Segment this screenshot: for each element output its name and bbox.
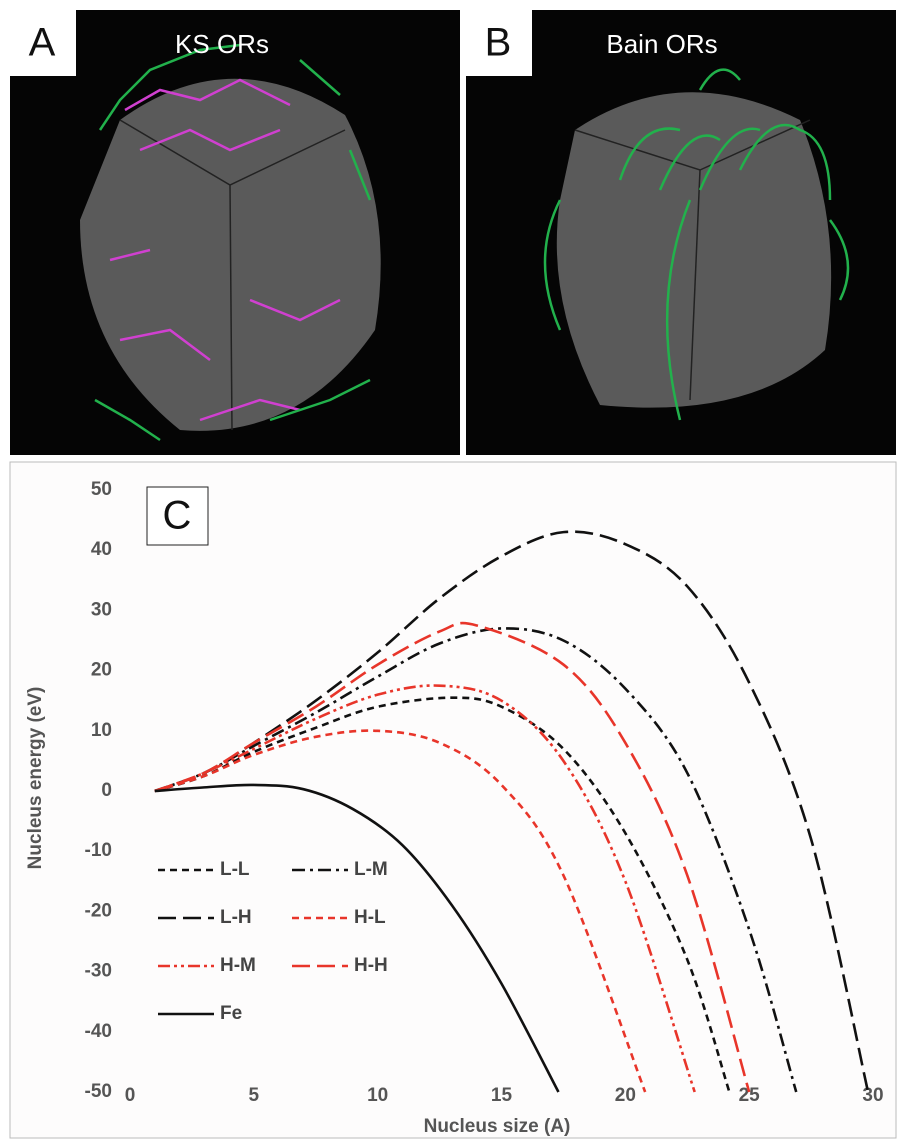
panel-title: Bain ORs xyxy=(606,29,717,59)
x-tick-label: 10 xyxy=(367,1085,388,1106)
y-tick-label: 50 xyxy=(91,479,112,500)
series-line xyxy=(154,729,647,1093)
y-tick-label: 20 xyxy=(91,660,112,681)
panel-label-box xyxy=(146,486,209,546)
legend-label: L-H xyxy=(220,907,252,928)
x-tick-label: 20 xyxy=(615,1085,636,1106)
series-line xyxy=(154,621,751,1093)
legend-label: Fe xyxy=(220,1003,242,1024)
x-tick-label: 30 xyxy=(862,1085,883,1106)
panel-a: A KS ORs xyxy=(10,10,460,455)
x-tick-label: 25 xyxy=(739,1085,761,1106)
y-tick-label: -20 xyxy=(85,900,112,921)
y-tick-label: 30 xyxy=(91,599,112,620)
x-tick-label: 15 xyxy=(491,1085,513,1106)
legend-label: H-L xyxy=(354,907,386,928)
series-line xyxy=(154,530,870,1093)
panel-title: KS ORs xyxy=(175,29,269,59)
x-tick-label: 0 xyxy=(125,1085,136,1106)
y-axis-label: Nucleus energy (eV) xyxy=(25,687,46,870)
panel-label: C xyxy=(163,494,192,538)
series-line xyxy=(154,696,731,1093)
ks-green-lines xyxy=(94,43,372,442)
cube-edges xyxy=(119,119,346,431)
bain-lines xyxy=(543,68,850,421)
legend-label: L-L xyxy=(220,859,250,880)
y-tick-label: 10 xyxy=(91,720,112,741)
y-tick-label: -30 xyxy=(85,961,112,982)
panel-b: B Bain ORs xyxy=(466,10,896,455)
y-tick-label: -10 xyxy=(85,840,112,861)
chart-frame xyxy=(9,461,897,1139)
panel-label: B xyxy=(485,21,512,65)
panel-label-box xyxy=(10,10,76,76)
ks-lines xyxy=(109,78,341,422)
series-line xyxy=(154,783,560,1093)
legend-label: H-M xyxy=(220,955,256,976)
panel-label: A xyxy=(29,21,56,65)
y-tick-label: 40 xyxy=(91,539,112,560)
series-line xyxy=(154,684,696,1093)
y-tick-label: -40 xyxy=(85,1021,112,1042)
y-tick-label: -50 xyxy=(85,1081,112,1102)
x-tick-label: 5 xyxy=(249,1085,260,1106)
cube-edges xyxy=(574,119,811,401)
x-axis-label: Nucleus size (A) xyxy=(424,1116,571,1137)
legend-label: H-H xyxy=(354,955,388,976)
legend-label: L-M xyxy=(354,859,388,880)
panel-label-box xyxy=(466,10,532,76)
y-tick-label: 0 xyxy=(101,780,112,801)
render-blob xyxy=(556,92,832,408)
series-line xyxy=(154,627,798,1093)
plot-area: 50 40 30 20 10 0 -10 -20 -30 -40 -50 0 5 10 15 20 25 30 L-… xyxy=(85,479,884,1106)
